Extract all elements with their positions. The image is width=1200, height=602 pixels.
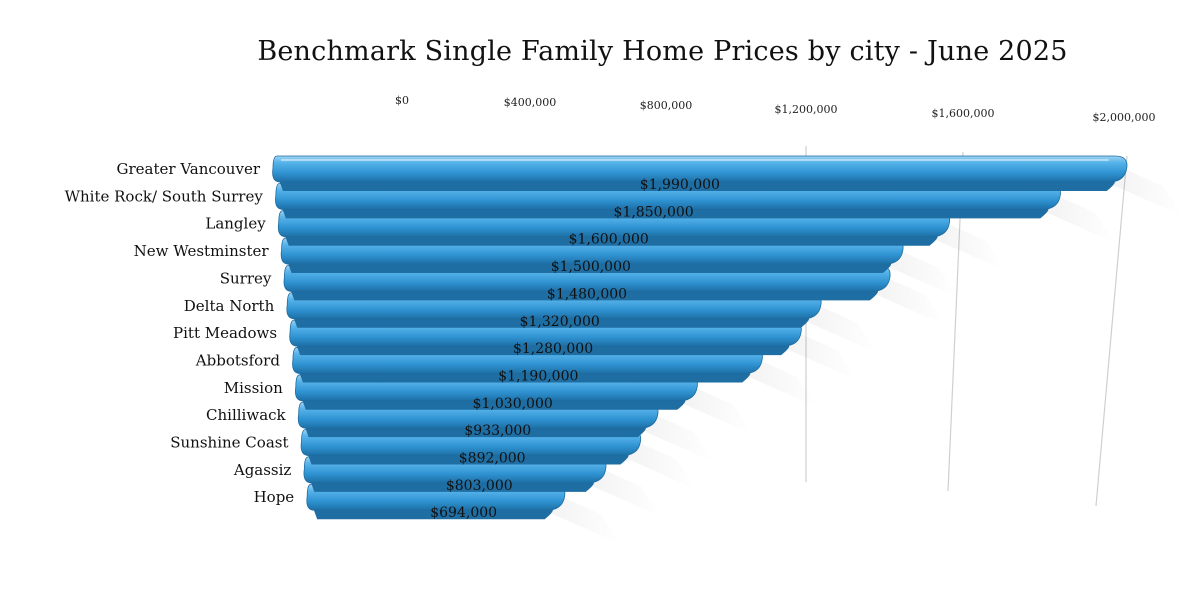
- x-tick-label: $0: [395, 94, 409, 107]
- data-label: $803,000: [446, 478, 513, 494]
- data-label: $1,190,000: [498, 368, 578, 384]
- data-label: $1,320,000: [520, 314, 600, 330]
- data-label: $892,000: [459, 451, 526, 467]
- bar-depth: [281, 207, 1049, 219]
- category-label: Mission: [224, 379, 283, 397]
- gridline: [1095, 155, 1128, 507]
- x-tick-label: $2,000,000: [1093, 111, 1156, 124]
- data-label: $1,850,000: [614, 204, 694, 220]
- bar-depth: [296, 344, 790, 356]
- bar-depth: [313, 508, 553, 520]
- category-label: Delta North: [184, 297, 275, 315]
- bar: [272, 155, 1128, 183]
- category-label: Pitt Meadows: [173, 324, 277, 342]
- x-tick-label: $1,600,000: [932, 107, 995, 120]
- data-label: $694,000: [430, 505, 497, 521]
- bar-depth: [301, 398, 686, 410]
- category-label: Hope: [254, 488, 295, 506]
- category-label: Abbotsford: [195, 351, 281, 369]
- x-tick-label: $800,000: [640, 99, 693, 112]
- bar-depth: [298, 371, 751, 383]
- data-label: $933,000: [464, 423, 531, 439]
- bar-depth: [287, 262, 892, 274]
- category-label: Sunshine Coast: [170, 434, 288, 452]
- bar-depth: [293, 316, 810, 328]
- data-label: $1,030,000: [473, 396, 553, 412]
- data-label: $1,600,000: [569, 232, 649, 248]
- category-label: Greater Vancouver: [117, 160, 261, 178]
- bar-depth: [310, 480, 594, 492]
- data-label: $1,500,000: [551, 259, 631, 275]
- data-label: $1,480,000: [547, 286, 627, 302]
- data-label: $1,990,000: [640, 177, 720, 193]
- bar-depth: [290, 289, 879, 301]
- category-label: Langley: [205, 215, 266, 233]
- x-tick-label: $400,000: [504, 96, 557, 109]
- category-label: Agassiz: [233, 461, 292, 479]
- bar-depth: [279, 180, 1115, 191]
- data-label: $1,280,000: [513, 341, 593, 357]
- category-label: Surrey: [220, 269, 272, 287]
- x-tick-label: $1,200,000: [775, 103, 838, 116]
- category-label: White Rock/ South Surrey: [65, 187, 264, 205]
- bar-depth: [284, 234, 938, 246]
- category-label: Chilliwack: [206, 406, 287, 424]
- bar-depth: [304, 426, 646, 438]
- bar-depth: [307, 453, 629, 465]
- category-label: New Westminster: [134, 242, 270, 260]
- chart-title: Benchmark Single Family Home Prices by c…: [257, 36, 1068, 67]
